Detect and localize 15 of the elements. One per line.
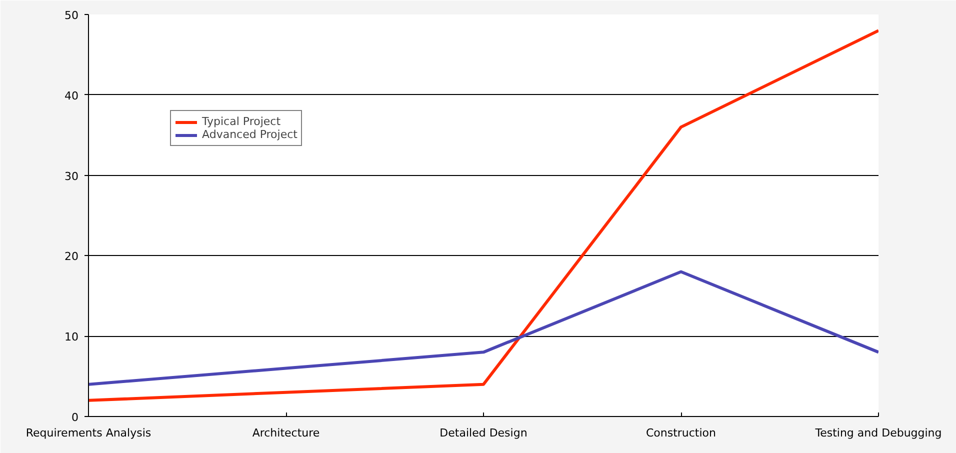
legend-label: Advanced Project [202, 128, 298, 141]
x-tick-label: Construction [646, 426, 716, 440]
y-tick-label: 0 [72, 411, 78, 424]
line-series [88, 270, 878, 386]
x-tick-label: Requirements Analysis [26, 426, 152, 440]
y-tick-label: 50 [64, 9, 79, 22]
y-tick-label: 20 [64, 250, 79, 264]
x-tick-label: Architecture [252, 426, 320, 440]
x-tick-label: Detailed Design [440, 426, 528, 440]
y-tick-label: 10 [64, 330, 79, 344]
x-tick-label: Testing and Debugging [814, 426, 942, 440]
y-tick-label: 30 [64, 170, 79, 183]
line-series [88, 29, 878, 402]
legend-label: Typical Project [202, 115, 281, 128]
y-tick-label: 40 [64, 89, 79, 102]
